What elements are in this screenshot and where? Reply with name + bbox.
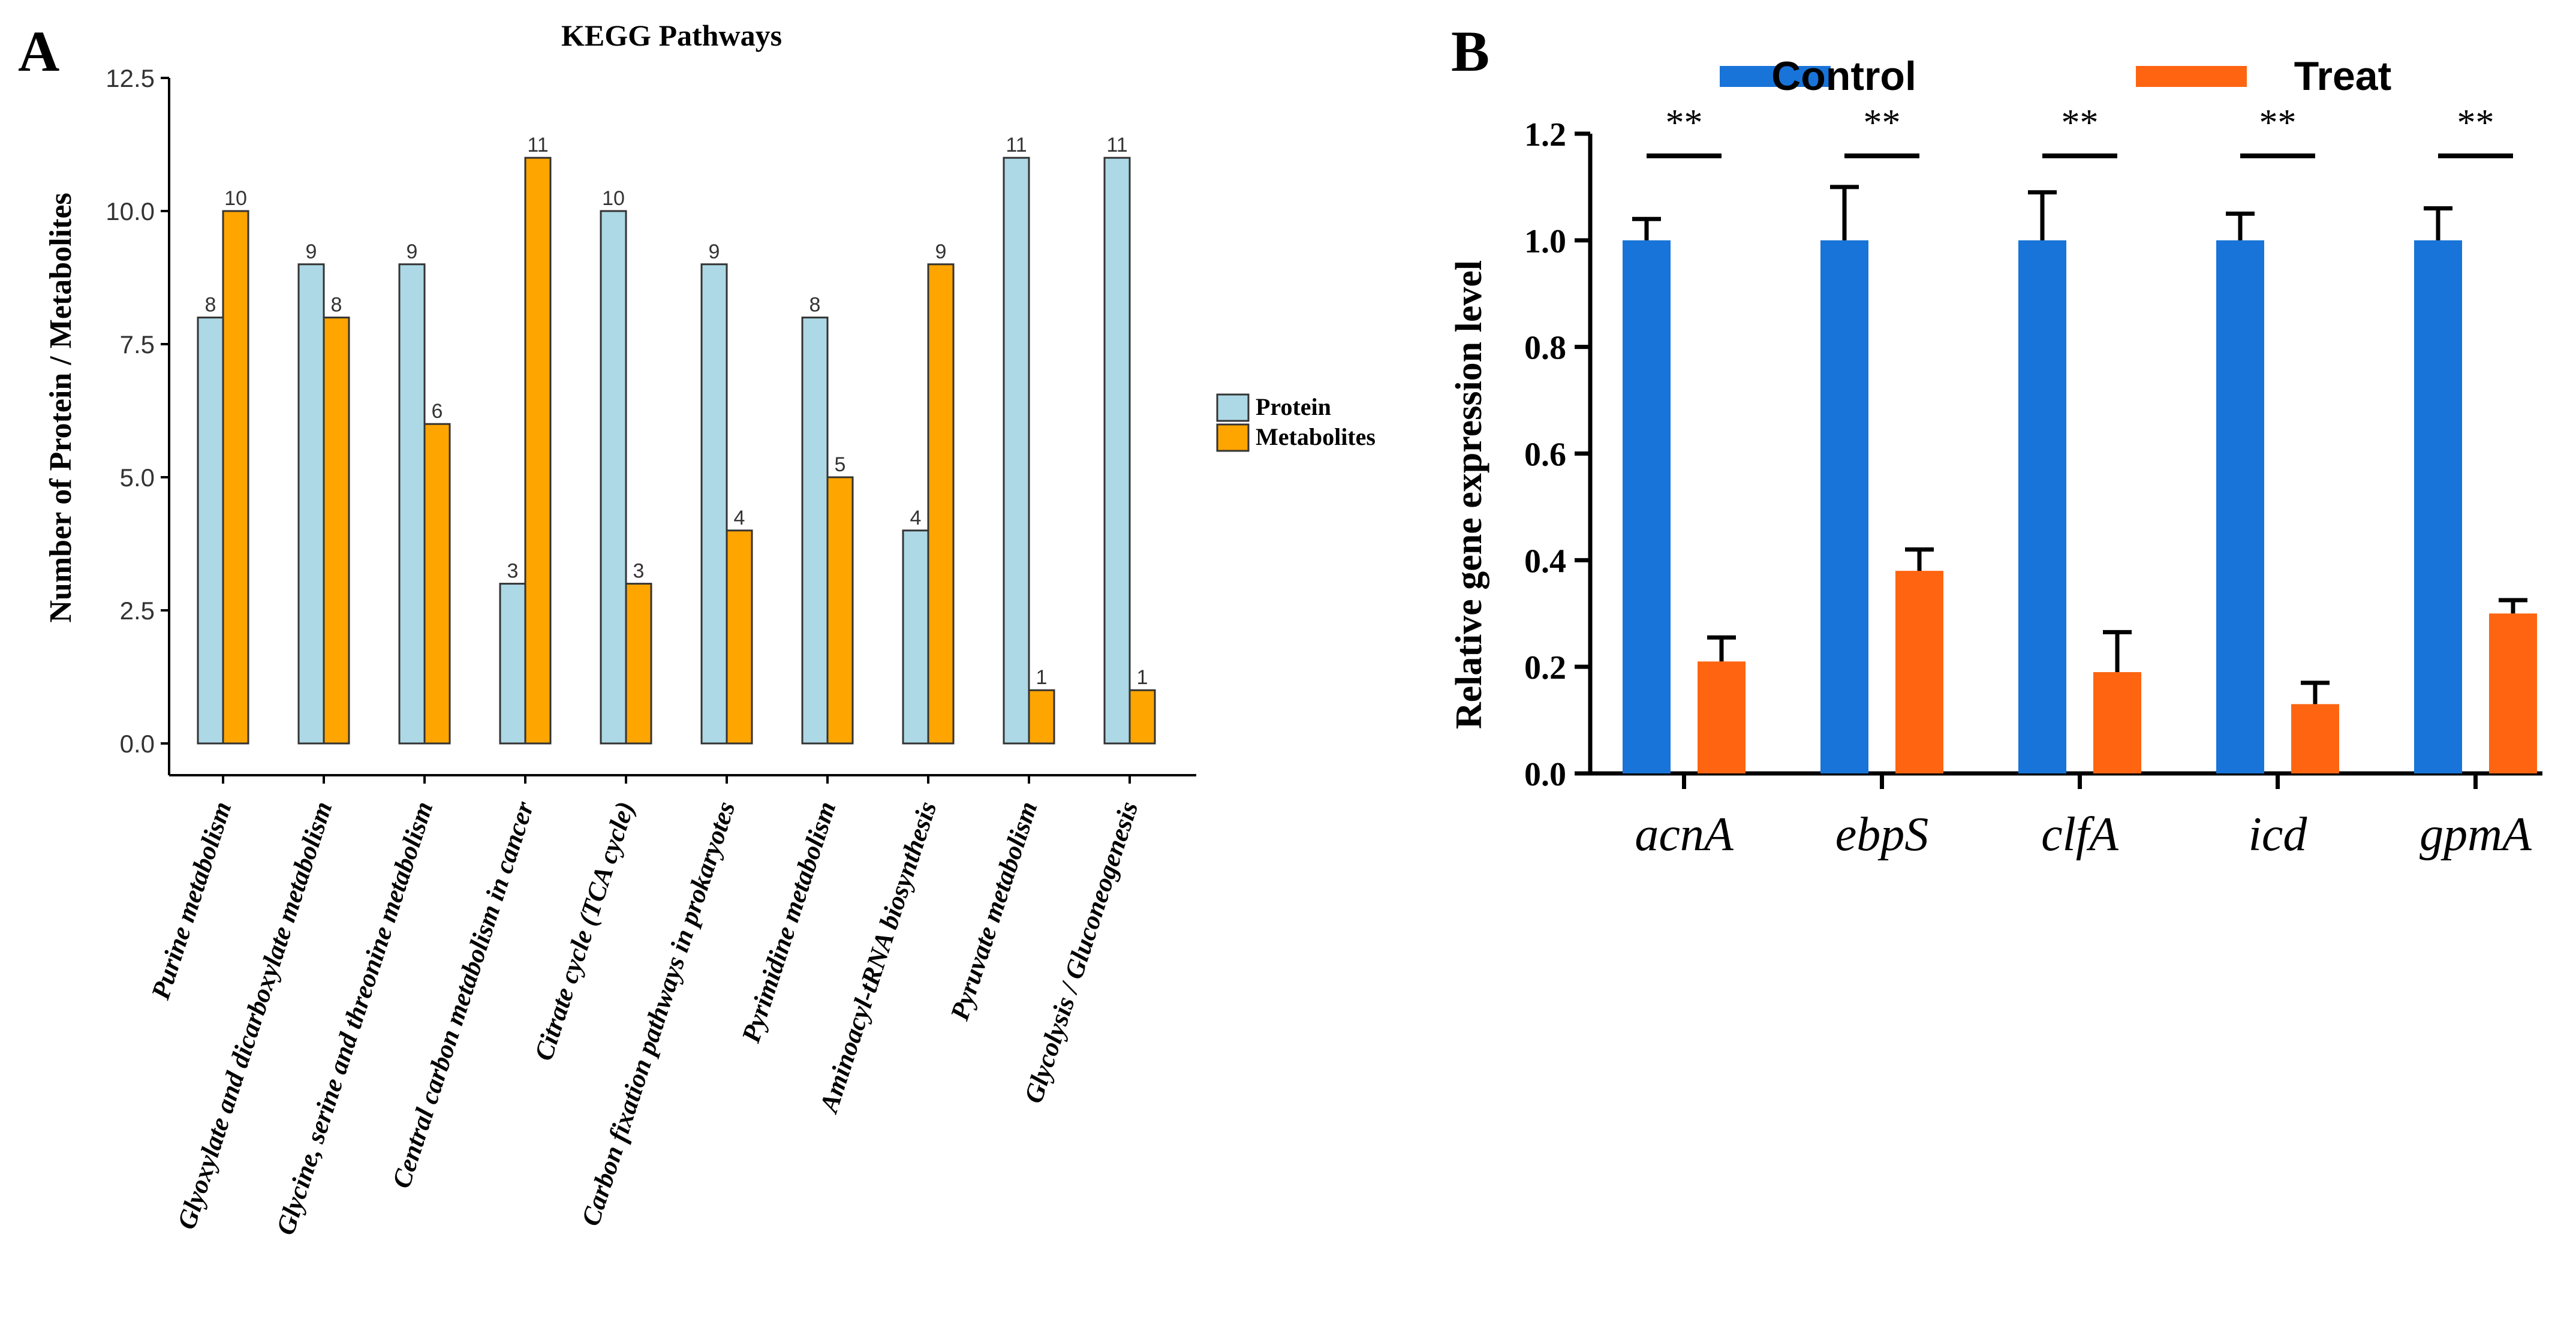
data-label-metabolites: 3	[633, 560, 645, 583]
bar-metabolites	[423, 423, 451, 745]
chart-b-x-tick-label: gpmA	[2419, 808, 2532, 861]
bar-metabolites	[323, 317, 350, 745]
significance-marker: **	[1666, 103, 1703, 143]
chart-a-ylabel: Number of Protein / Metabolites	[44, 192, 78, 622]
data-label-protein: 9	[306, 240, 317, 263]
data-label-metabolites: 1	[1137, 666, 1148, 689]
bar-protein	[600, 210, 627, 745]
bar-metabolites	[826, 476, 854, 745]
legend-swatch-protein	[1216, 393, 1250, 422]
significance-marker: **	[2062, 103, 2099, 143]
bar-protein	[902, 529, 929, 745]
bar-metabolites	[1128, 689, 1156, 745]
bar-treat	[1895, 571, 1943, 773]
data-label-metabolites: 4	[734, 507, 745, 529]
panel-label-a: A	[18, 19, 59, 83]
chart-a-x-tick-label: Aminoacyl-tRNA biosynthesis	[814, 798, 943, 1118]
significance-marker: **	[2259, 103, 2297, 143]
chart-a-y-tick-label: 5.0	[120, 463, 155, 492]
chart-b-x-tick-label: clfA	[2041, 808, 2119, 861]
bar-protein	[801, 317, 829, 745]
chart-a-y-tick-label: 12.5	[106, 64, 155, 92]
chart-a: 0.0 2.5 5.0 7.5 10.0 12.5 8 10 Purine metabolism…	[106, 64, 1376, 1239]
data-label-protein: 9	[407, 240, 418, 263]
chart-b: 0.0 0.2 0.4 0.6 0.8 1.0 1.2 ** acnA ** ebpS ** clfA *…	[1524, 53, 2542, 861]
legend-swatch-metabolites	[1216, 423, 1250, 452]
bar-metabolites	[625, 583, 652, 745]
data-label-metabolites: 5	[835, 453, 846, 476]
data-label-metabolites: 10	[224, 187, 247, 210]
bar-control	[2216, 240, 2264, 773]
significance-marker: **	[1864, 103, 1901, 143]
bar-metabolites	[927, 263, 955, 745]
chart-b-x-tick-label: icd	[2249, 808, 2308, 861]
bar-protein	[398, 263, 426, 745]
chart-a-x-tick-label: Purine metabolism	[145, 798, 237, 1004]
bar-protein	[197, 317, 224, 745]
legend-swatch-treat	[2136, 66, 2247, 87]
chart-b-x-tick-label: ebpS	[1835, 808, 1929, 861]
chart-a-y-tick-label: 7.5	[120, 330, 155, 359]
chart-a-x-tick-label: Citrate cycle (TCA cycle)	[529, 798, 640, 1064]
legend-label-control: Control	[1771, 53, 1916, 99]
chart-b-y-tick-label: 0.8	[1524, 330, 1566, 367]
bar-protein	[1103, 156, 1131, 745]
bar-treat	[2489, 613, 2537, 773]
chart-b-y-tick-label: 0.2	[1524, 649, 1566, 686]
data-label-metabolites: 11	[527, 134, 548, 156]
bar-control	[2018, 240, 2066, 773]
chart-a-x-tick-label: Pyrimidine metabolism	[736, 798, 841, 1047]
chart-b-y-tick-label: 0.0	[1524, 756, 1566, 793]
chart-a-y-tick-label: 10.0	[106, 197, 155, 225]
bar-metabolites	[726, 529, 753, 745]
legend-label-protein: Protein	[1256, 393, 1331, 420]
data-label-metabolites: 9	[935, 240, 947, 263]
bar-protein	[700, 263, 728, 745]
data-label-metabolites: 6	[432, 400, 443, 423]
bar-control	[1820, 240, 1868, 773]
chart-a-title: KEGG Pathways	[561, 19, 782, 52]
bar-metabolites	[524, 156, 552, 745]
data-label-metabolites: 1	[1036, 666, 1048, 689]
chart-b-y-tick-label: 1.0	[1524, 223, 1566, 260]
bar-control	[2414, 240, 2462, 773]
chart-b-y-tick-label: 0.4	[1524, 543, 1566, 580]
bar-protein	[297, 263, 325, 745]
data-label-protein: 8	[809, 294, 821, 317]
chart-b-x-tick-label: acnA	[1635, 808, 1734, 861]
data-label-protein: 8	[205, 294, 216, 317]
chart-a-y-tick-label: 0.0	[120, 730, 155, 758]
bar-metabolites	[1028, 689, 1055, 745]
data-label-protein: 11	[1106, 134, 1127, 156]
panel-label-b: B	[1451, 19, 1489, 83]
bar-treat	[2093, 672, 2141, 773]
chart-b-y-tick-label: 1.2	[1524, 116, 1566, 153]
chart-b-ylabel: Relative gene expression level	[1449, 260, 1489, 729]
data-label-protein: 4	[910, 507, 922, 529]
data-label-protein: 10	[602, 187, 625, 210]
bar-treat	[1698, 661, 1746, 773]
data-label-metabolites: 8	[331, 294, 342, 317]
legend-swatch-control	[1720, 66, 1831, 87]
data-label-protein: 9	[709, 240, 720, 263]
legend-label-treat: Treat	[2294, 53, 2392, 99]
chart-a-y-tick-label: 2.5	[120, 597, 155, 625]
chart-b-y-tick-label: 0.6	[1524, 436, 1566, 474]
bar-treat	[2291, 704, 2339, 773]
bar-protein	[1003, 156, 1030, 745]
bar-metabolites	[222, 210, 249, 745]
bar-control	[1623, 240, 1671, 773]
bar-protein	[499, 583, 526, 745]
legend-label-metabolites: Metabolites	[1256, 423, 1376, 450]
significance-marker: **	[2457, 103, 2494, 143]
data-label-protein: 3	[507, 560, 519, 583]
chart-a-x-tick-label: Glycolysis / Gluconeogenesis	[1019, 798, 1144, 1107]
data-label-protein: 11	[1006, 134, 1027, 156]
chart-a-x-tick-label: Pyruvate metabolism	[944, 798, 1043, 1025]
